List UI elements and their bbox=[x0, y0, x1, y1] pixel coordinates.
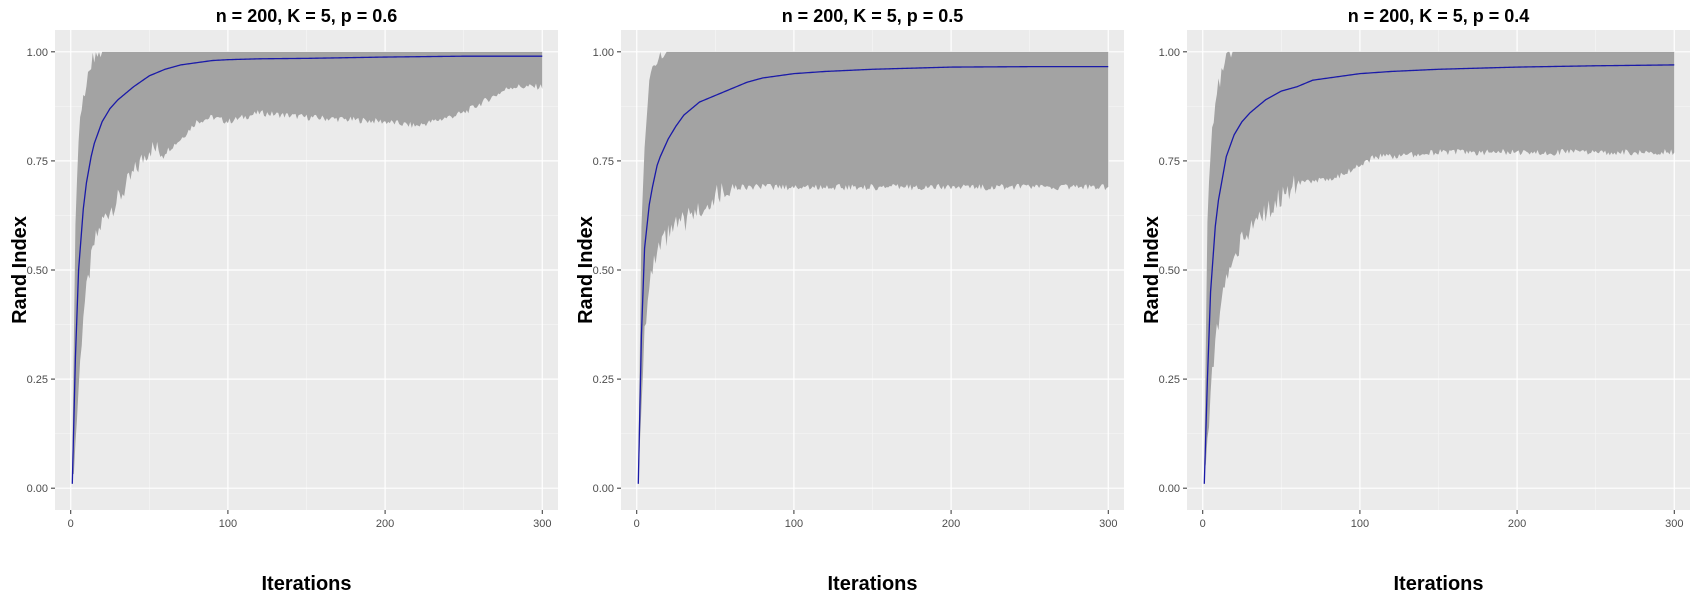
x-axis-title: Iterations bbox=[1393, 573, 1483, 595]
y-tick-label: 0.50 bbox=[1159, 265, 1180, 277]
y-tick-label: 1.00 bbox=[27, 47, 48, 59]
range-band bbox=[72, 51, 543, 475]
y-tick-label: 0.00 bbox=[593, 483, 614, 495]
x-tick-label: 200 bbox=[1508, 518, 1526, 530]
chart-title: n = 200, K = 5, p = 0.6 bbox=[216, 6, 398, 26]
y-tick-label: 0.25 bbox=[593, 374, 614, 386]
x-axis-title: Iterations bbox=[827, 573, 917, 595]
x-tick-label: 100 bbox=[219, 518, 237, 530]
mean-line bbox=[637, 66, 1109, 484]
y-axis-title: Rand Index bbox=[9, 216, 31, 324]
x-tick-label: 300 bbox=[1099, 518, 1117, 530]
y-tick-label: 0.50 bbox=[593, 265, 614, 277]
y-tick-label: 0.00 bbox=[27, 483, 48, 495]
chart-svg: 0.00 0.25 0.50 0.75 1.00 0 100 200 300 n = 200, K… bbox=[9, 6, 558, 595]
chart-svg: 0.00 0.25 0.50 0.75 1.00 0 100 200 300 n = 200, K… bbox=[575, 6, 1124, 595]
y-tick-label: 0.50 bbox=[27, 265, 48, 277]
x-tick-label: 100 bbox=[785, 518, 803, 530]
y-tick-label: 0.25 bbox=[1159, 374, 1180, 386]
chart-panel: 0.00 0.25 0.50 0.75 1.00 0 100 200 300 n = 200, K… bbox=[1132, 0, 1698, 600]
y-axis-title: Rand Index bbox=[575, 216, 597, 324]
x-axis-title: Iterations bbox=[261, 573, 351, 595]
range-band bbox=[1204, 51, 1675, 474]
y-tick-label: 0.75 bbox=[1159, 156, 1180, 168]
y-tick-label: 0.00 bbox=[1159, 483, 1180, 495]
x-tick-label: 100 bbox=[1351, 518, 1369, 530]
y-tick-label: 0.75 bbox=[593, 156, 614, 168]
chart-svg: 0.00 0.25 0.50 0.75 1.00 0 100 200 300 n = 200, K… bbox=[1141, 6, 1690, 595]
mean-line bbox=[71, 55, 543, 484]
x-tick-label: 300 bbox=[533, 518, 551, 530]
y-tick-label: 0.75 bbox=[27, 156, 48, 168]
y-tick-label: 1.00 bbox=[593, 47, 614, 59]
x-tick-label: 300 bbox=[1665, 518, 1683, 530]
range-band bbox=[638, 51, 1109, 485]
x-tick-label: 0 bbox=[1200, 518, 1206, 530]
y-tick-label: 1.00 bbox=[1159, 47, 1180, 59]
x-tick-label: 200 bbox=[376, 518, 394, 530]
mean-line bbox=[1203, 64, 1675, 484]
y-tick-label: 0.25 bbox=[27, 374, 48, 386]
x-tick-label: 0 bbox=[68, 518, 74, 530]
chart-panel: 0.00 0.25 0.50 0.75 1.00 0 100 200 300 n = 200, K… bbox=[566, 0, 1132, 600]
x-tick-label: 0 bbox=[634, 518, 640, 530]
chart-panel: 0.00 0.25 0.50 0.75 1.00 0 100 200 300 n = 200, K… bbox=[0, 0, 566, 600]
y-axis-title: Rand Index bbox=[1141, 216, 1163, 324]
chart-title: n = 200, K = 5, p = 0.5 bbox=[782, 6, 964, 26]
chart-title: n = 200, K = 5, p = 0.4 bbox=[1348, 6, 1530, 26]
x-tick-label: 200 bbox=[942, 518, 960, 530]
